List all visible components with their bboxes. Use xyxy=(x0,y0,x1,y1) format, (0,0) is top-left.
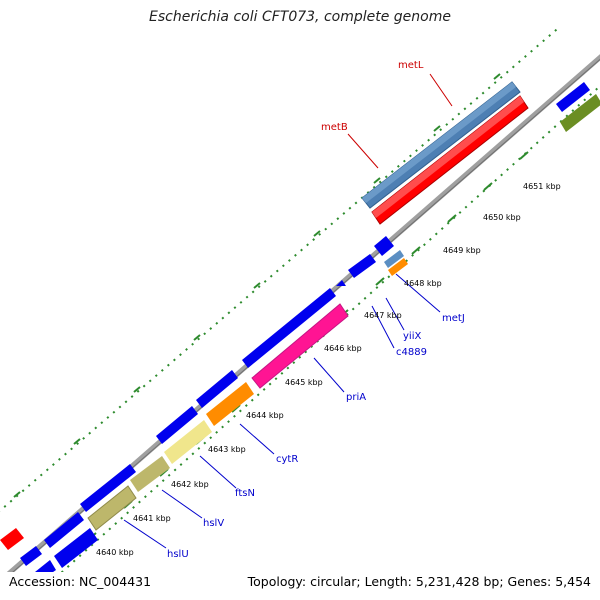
gene-label-cytR[interactable]: cytR xyxy=(276,454,298,465)
feature-blue-inner2[interactable] xyxy=(30,560,56,584)
gene-label-metJ[interactable]: metJ xyxy=(442,313,465,324)
map-title: Escherichia coli CFT073, complete genome xyxy=(149,9,451,25)
genome-summary: Topology: circular; Length: 5,231,428 bp… xyxy=(247,574,591,589)
gene-label-hslV[interactable]: hslV xyxy=(203,518,224,529)
outer-strand-features[interactable] xyxy=(0,81,590,566)
feature-hslV[interactable] xyxy=(130,456,170,492)
outer-tick-track xyxy=(0,28,560,513)
feature-metJ[interactable] xyxy=(384,250,404,268)
kbp-label: 4645 kbp xyxy=(285,378,323,387)
feature-blue-b[interactable] xyxy=(156,406,198,444)
feature-hslU[interactable] xyxy=(87,485,137,531)
kbp-label: 4643 kbp xyxy=(208,445,246,454)
gene-label-metL[interactable]: metL xyxy=(398,60,424,71)
kbp-label: 4650 kbp xyxy=(483,213,521,222)
kbp-label: 4647 kbp xyxy=(364,311,402,320)
kbp-labels: 4639 kbp 4640 kbp 4641 kbp 4642 kbp 4643… xyxy=(96,182,561,557)
gene-label-c4889[interactable]: c4889 xyxy=(396,347,427,358)
feature-cytR[interactable] xyxy=(206,382,254,426)
inner-strand-features[interactable] xyxy=(30,94,600,584)
feature-blue-far[interactable] xyxy=(556,82,590,112)
gene-label-metB[interactable]: metB xyxy=(321,122,348,133)
feature-metB-shade xyxy=(372,96,524,218)
feature-c4889[interactable] xyxy=(242,288,336,368)
accession-label: Accession: NC_004431 xyxy=(9,574,152,589)
gene-label-yiiX[interactable]: yiiX xyxy=(403,331,421,342)
feature-green[interactable] xyxy=(560,94,600,132)
kbp-label: 4649 kbp xyxy=(443,246,481,255)
feature-ftsN[interactable] xyxy=(164,420,212,464)
kbp-label: 4644 kbp xyxy=(246,411,284,420)
outer-major-ticks xyxy=(13,73,501,498)
feature-yiiX[interactable] xyxy=(388,258,408,276)
feature-blue-a[interactable] xyxy=(196,370,238,408)
feature-priA[interactable] xyxy=(251,303,349,389)
kbp-label: 4646 kbp xyxy=(324,344,362,353)
feature-red-left[interactable] xyxy=(0,528,24,550)
feature-metL-shade xyxy=(362,82,516,203)
label-leaders xyxy=(123,73,453,549)
kbp-label: 4651 kbp xyxy=(523,182,561,191)
gene-label-priA[interactable]: priA xyxy=(346,392,366,403)
gene-labels: metL metB metJ yiiX c4889 priA cytR ftsN… xyxy=(167,60,465,560)
kbp-label: 4642 kbp xyxy=(171,480,209,489)
feature-blue-small2[interactable] xyxy=(374,236,394,256)
feature-blue-tiny[interactable] xyxy=(336,280,346,286)
kbp-label: 4641 kbp xyxy=(133,514,171,523)
feature-blue-e[interactable] xyxy=(20,546,42,566)
kbp-label: 4640 kbp xyxy=(96,548,134,557)
gene-label-ftsN[interactable]: ftsN xyxy=(235,488,255,499)
feature-blue-d[interactable] xyxy=(44,512,84,548)
gene-label-hslU[interactable]: hslU xyxy=(167,549,189,560)
kbp-label: 4648 kbp xyxy=(404,279,442,288)
feature-blue-small1[interactable] xyxy=(348,254,376,278)
feature-blue-inner[interactable] xyxy=(54,528,98,568)
feature-blue-c[interactable] xyxy=(80,464,136,512)
